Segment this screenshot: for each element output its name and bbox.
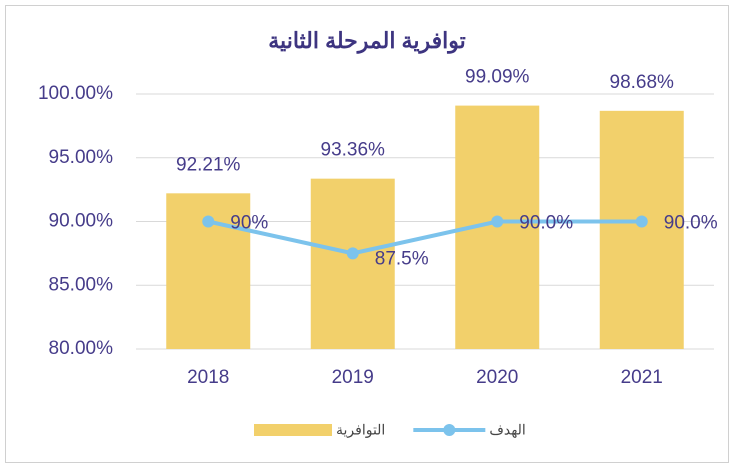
legend-label: التوافرية xyxy=(336,422,385,439)
legend-marker xyxy=(443,424,456,436)
line-value-label: 90% xyxy=(230,213,268,234)
line-point xyxy=(491,215,504,228)
bar-value-label: 93.36% xyxy=(321,140,386,161)
line-value-label: 87.5% xyxy=(375,248,429,269)
x-tick-label: 2018 xyxy=(187,367,229,388)
target-line xyxy=(207,219,642,256)
x-tick-label: 2020 xyxy=(476,367,518,388)
y-tick-label: 80.00% xyxy=(49,338,114,359)
line-point xyxy=(346,247,359,260)
chart-title: توافرية المرحلة الثانية xyxy=(268,28,465,54)
line-point xyxy=(635,215,648,228)
line-point xyxy=(202,215,215,228)
legend-swatch xyxy=(254,424,332,436)
y-tick-label: 90.00% xyxy=(49,211,114,232)
line-value-label: 90.0% xyxy=(664,213,718,234)
bar-value-label: 99.09% xyxy=(465,67,530,88)
x-tick-label: 2021 xyxy=(621,367,663,388)
line-value-label: 90.0% xyxy=(519,213,573,234)
y-tick-label: 95.00% xyxy=(49,147,114,168)
bar xyxy=(310,178,395,349)
bar-value-label: 98.68% xyxy=(610,72,675,93)
bar-value-label: 92.21% xyxy=(176,154,241,175)
legend-label: الهدف xyxy=(489,422,525,439)
y-tick-label: 100.00% xyxy=(38,83,113,104)
x-tick-label: 2019 xyxy=(332,367,374,388)
y-tick-label: 85.00% xyxy=(49,274,114,295)
bar xyxy=(599,110,684,349)
